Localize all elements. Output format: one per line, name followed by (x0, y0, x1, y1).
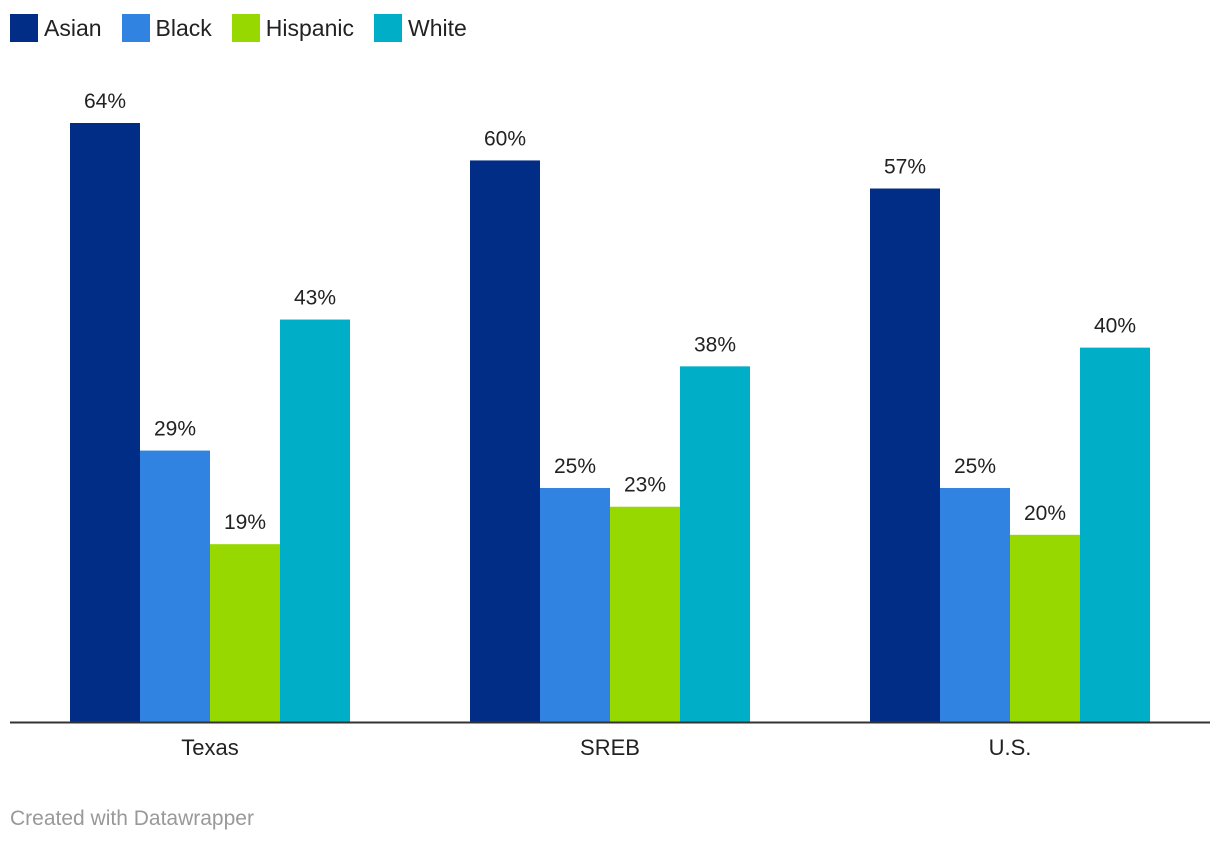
legend-swatch (10, 14, 38, 42)
data-label: 19% (224, 511, 266, 534)
bar-asian-texas (70, 123, 140, 722)
credit-text: Created with Datawrapper (10, 807, 254, 830)
bar-white-sreb (680, 366, 750, 722)
category-label: SREB (580, 735, 640, 760)
category-label: Texas (181, 735, 238, 760)
legend-swatch (374, 14, 403, 42)
legend-label: Black (155, 15, 212, 41)
data-label: 29% (154, 418, 196, 441)
legend-swatch (231, 14, 260, 42)
category-label: U.S. (989, 735, 1032, 760)
data-label: 57% (884, 156, 926, 179)
bar-asian-us (870, 188, 940, 722)
bar-chart: 64% 29% 19% 43% Texas 60% 25% 23% 38% SREB 57% 25% 2… (10, 90, 1210, 760)
legend-swatch (121, 14, 150, 42)
data-label: 23% (624, 474, 666, 497)
legend-item-asian: Asian (10, 14, 102, 42)
data-label: 40% (1094, 315, 1136, 338)
legend-item-white: White (374, 14, 467, 42)
legend-item-hispanic: Hispanic (231, 14, 355, 42)
data-label: 20% (1024, 502, 1066, 525)
legend-label: White (408, 15, 467, 41)
bar-hispanic-sreb (610, 506, 680, 722)
data-label: 38% (694, 333, 736, 356)
legend-item-black: Black (121, 14, 212, 42)
data-label: 25% (554, 455, 596, 478)
data-label: 43% (294, 287, 336, 310)
chart-legend: Asian Black Hispanic White (10, 13, 487, 43)
data-label: 25% (954, 455, 996, 478)
bar-black-texas (140, 450, 210, 722)
legend-label: Hispanic (265, 15, 355, 41)
bar-hispanic-us (1010, 534, 1080, 722)
data-label: 60% (484, 127, 526, 150)
data-label: 64% (84, 90, 126, 113)
legend-label: Asian (44, 15, 102, 41)
bar-hispanic-texas (210, 544, 280, 722)
bar-white-us (1080, 347, 1150, 722)
bar-black-sreb (540, 488, 610, 722)
bar-asian-sreb (470, 160, 540, 722)
bar-black-us (940, 488, 1010, 722)
bar-white-texas (280, 319, 350, 722)
